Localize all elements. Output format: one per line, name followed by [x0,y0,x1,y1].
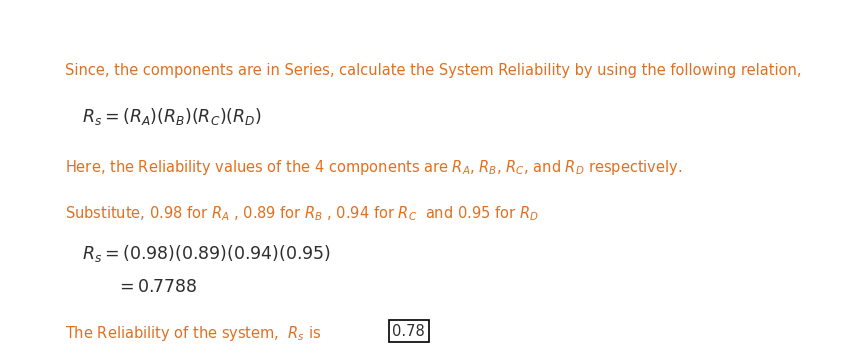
Text: Here, the Reliability values of the 4 components are $R_A$, $R_B$, $R_C$, and $R: Here, the Reliability values of the 4 co… [65,158,681,177]
Text: $\mathit{R_s = (R_A)(R_B)(R_C)(R_D)}$: $\mathit{R_s = (R_A)(R_B)(R_C)(R_D)}$ [82,106,262,127]
Text: The Reliability of the system,  $R_s$ is: The Reliability of the system, $R_s$ is [65,324,321,343]
Text: $\mathit{R_s = (0.98)(0.89)(0.94)(0.95)}$: $\mathit{R_s = (0.98)(0.89)(0.94)(0.95)}… [82,243,331,264]
Text: Since, the components are in Series, calculate the System Reliability by using t: Since, the components are in Series, cal… [65,63,800,78]
Text: $\mathit{= 0.7788}$: $\mathit{= 0.7788}$ [116,278,197,296]
Text: Substitute, 0.98 for $R_A$ , 0.89 for $R_B$ , 0.94 for $R_C$  and 0.95 for $R_D$: Substitute, 0.98 for $R_A$ , 0.89 for $R… [65,204,538,223]
Text: 0.78: 0.78 [392,324,424,339]
